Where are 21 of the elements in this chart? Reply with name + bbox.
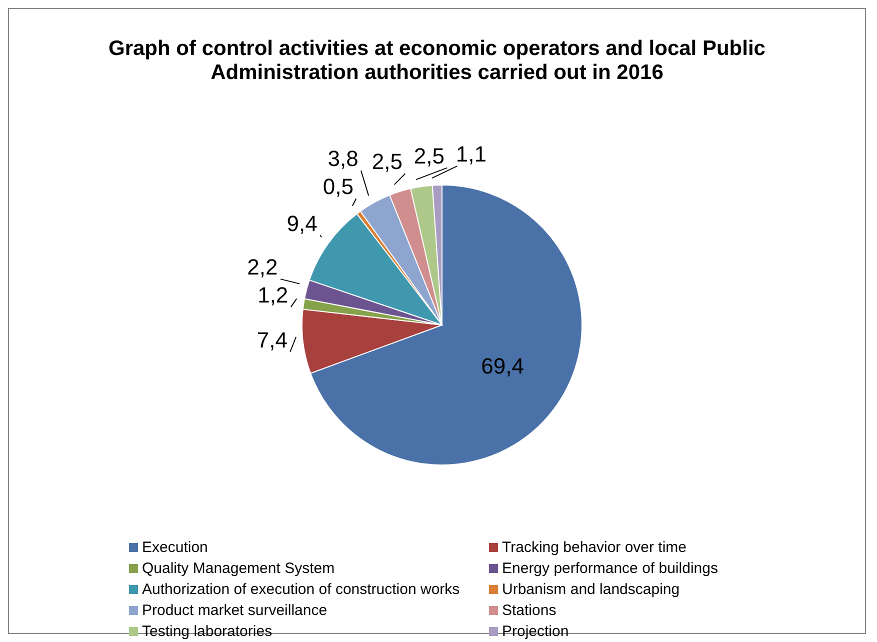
legend-label: Authorization of execution of construction works — [142, 581, 460, 598]
data-label: 9,4 — [286, 210, 318, 236]
data-label: 0,5 — [322, 174, 354, 200]
legend-label: Execution — [142, 539, 208, 556]
chart-title: Graph of control activities at economic operators and local Public Administration authorities carried out in 2016 — [108, 36, 766, 85]
legend-label: Stations — [502, 602, 556, 619]
legend-label: Energy performance of buildings — [502, 560, 718, 577]
legend-label: Urbanism and landscaping — [502, 581, 680, 598]
data-label: 3,8 — [328, 146, 358, 172]
legend-label: Tracking behavior over time — [502, 539, 687, 556]
data-label: 1,1 — [456, 142, 486, 167]
data-label: 69,4 — [481, 353, 524, 378]
legend-label: Projection — [502, 623, 569, 640]
data-label: 2,2 — [247, 254, 278, 280]
legend-label: Product market surveillance — [142, 602, 328, 619]
data-label: 7,4 — [256, 327, 288, 352]
legend-label: Testing laboratories — [142, 623, 272, 640]
data-label: 2,5 — [372, 149, 402, 174]
data-label: 2,5 — [414, 143, 444, 168]
data-label: 1,2 — [258, 282, 288, 308]
legend-label: Quality Management System — [142, 560, 335, 577]
